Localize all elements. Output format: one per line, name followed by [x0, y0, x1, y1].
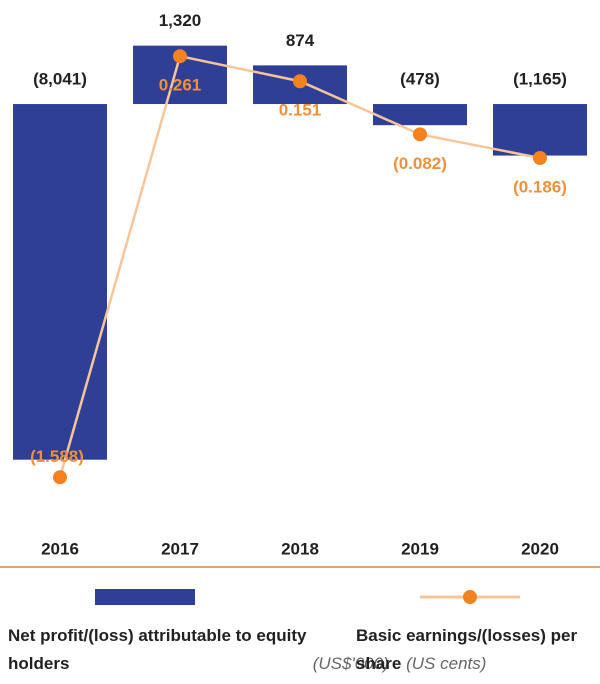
bar: [493, 104, 587, 156]
bar: [373, 104, 467, 126]
bar-value-label: 874: [286, 31, 315, 50]
x-tick-label: 2019: [401, 539, 439, 558]
x-tick-label: 2018: [281, 539, 319, 558]
legend-unit: (US cents): [406, 654, 487, 673]
line-point: [173, 49, 187, 64]
x-tick-label: 2016: [41, 539, 79, 558]
line-point: [293, 74, 307, 89]
legend-unit: (US$'000): [312, 654, 389, 673]
legend-bar: Net profit/(loss) attributable to equity…: [8, 622, 389, 678]
line-point: [413, 127, 427, 142]
x-tick-label: 2017: [161, 539, 199, 558]
line-value-label: (0.082): [393, 154, 447, 173]
bar-value-label: (8,041): [33, 70, 87, 89]
legend-label: Basic earnings/(losses) per share: [356, 626, 578, 673]
line-value-label: (1.588): [30, 447, 84, 466]
x-tick-label: 2020: [521, 539, 559, 558]
bar: [13, 104, 107, 460]
line-point: [53, 470, 67, 485]
legend-label: Net profit/(loss) attributable to equity…: [8, 626, 307, 673]
bar-value-label: (478): [400, 70, 440, 89]
line-point: [533, 151, 547, 165]
legend-bar-swatch: [95, 589, 195, 605]
legend-line: Basic earnings/(losses) per share (US ce…: [356, 622, 600, 678]
bar-value-label: 1,320: [159, 11, 202, 30]
legend-dot-swatch: [463, 590, 477, 604]
line-value-label: 0.151: [279, 101, 322, 120]
line-value-label: 0.261: [159, 76, 202, 95]
line-value-label: (0.186): [513, 177, 567, 196]
bar-value-label: (1,165): [513, 70, 567, 89]
